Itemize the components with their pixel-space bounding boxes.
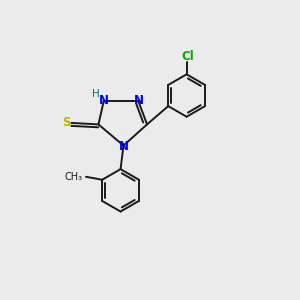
Text: S: S — [62, 116, 70, 129]
Text: N: N — [134, 94, 144, 107]
Text: H: H — [92, 89, 99, 99]
Text: CH₃: CH₃ — [65, 172, 83, 182]
Text: Cl: Cl — [182, 50, 194, 63]
Text: N: N — [119, 140, 129, 153]
Text: N: N — [99, 94, 109, 107]
